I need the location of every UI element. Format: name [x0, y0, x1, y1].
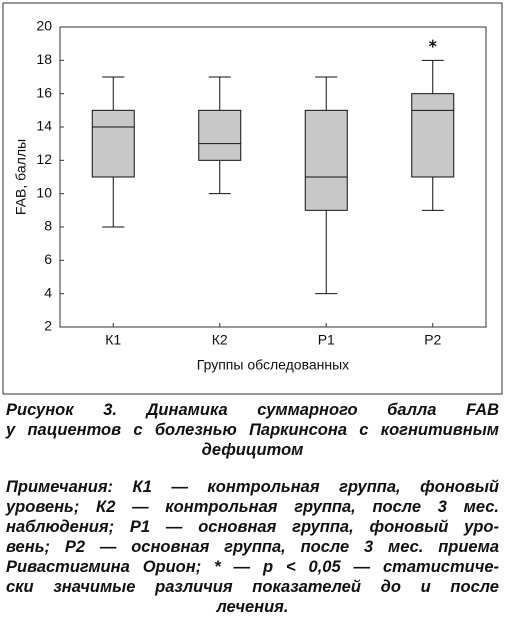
text-line: наблюдения; Р1 — основная группа, фоновы…: [6, 518, 499, 536]
figure-notes: Примечания: К1 — контрольная группа, фон…: [6, 477, 499, 617]
x-tick-label: Р1: [318, 332, 335, 348]
x-tick-label: К2: [212, 332, 228, 348]
text-line: у пациентов с болезнью Паркинсона с когн…: [6, 421, 499, 439]
y-tick-label: 2: [44, 318, 52, 334]
text-line: Рисунок 3. Динамика суммарного балла FAB: [6, 401, 499, 419]
outlier: [428, 39, 437, 48]
x-tick-label: К1: [105, 332, 121, 348]
y-tick-label: 16: [36, 84, 52, 100]
box: [304, 109, 348, 211]
figure-caption: Рисунок 3. Динамика суммарного балла FAB…: [6, 400, 499, 460]
text-line: Ривастигмина Орион; * — р < 0,05 — стати…: [6, 558, 499, 576]
y-tick-label: 18: [36, 51, 52, 67]
text-line: вень; Р2 — основная группа, после 3 мес.…: [6, 538, 499, 556]
text-line: дефицитом: [201, 441, 304, 459]
text-line: ски значимые различия показателей до и п…: [6, 578, 499, 596]
text-line: лечения.: [216, 598, 289, 616]
text-line: Примечания: К1 — контрольная группа, фон…: [6, 478, 499, 496]
y-tick-label: 10: [36, 184, 52, 200]
x-axis-label: Группы обследованных: [197, 357, 349, 373]
y-tick-label: 14: [36, 118, 52, 134]
y-tick-label: 12: [36, 151, 52, 167]
text-line: уровень; К2 — контрольная группа, после …: [6, 498, 499, 516]
box: [411, 93, 455, 178]
y-axis-label: FAB, баллы: [13, 139, 29, 215]
chart: Группы обследованных FAB, баллы 2 4 6 8 10 12…: [2, 2, 503, 395]
y-tick-label: 20: [36, 18, 52, 34]
box: [198, 109, 242, 161]
plot-frame: [59, 26, 487, 328]
x-tick-label: Р2: [424, 332, 441, 348]
figure-frame: [2, 2, 503, 395]
y-tick-label: 8: [44, 218, 52, 234]
box: [91, 109, 135, 178]
y-tick-label: 4: [44, 284, 52, 300]
y-tick-label: 6: [44, 251, 52, 267]
